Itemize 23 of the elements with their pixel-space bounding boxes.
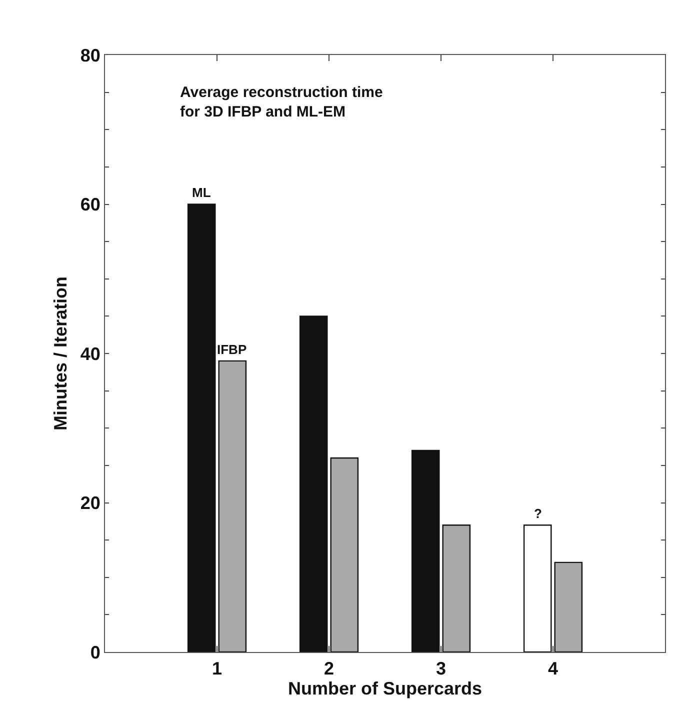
bar (554, 562, 583, 652)
x-tick-label: 1 (212, 658, 222, 679)
bar (330, 457, 359, 652)
y-tick-label: 0 (90, 642, 100, 662)
bar (187, 204, 216, 652)
annotation: ? (534, 506, 542, 521)
series-label: IFBP (217, 342, 247, 357)
x-tick-label: 3 (436, 658, 446, 679)
bar (523, 524, 552, 652)
bar (218, 360, 247, 652)
bar (442, 524, 471, 652)
y-tick-label: 40 (80, 344, 100, 364)
y-axis-title: Minutes / Iteration (50, 276, 71, 431)
bar (299, 316, 328, 652)
x-axis-title: Number of Supercards (288, 678, 482, 699)
x-tick-label: 2 (324, 658, 334, 679)
y-tick-label: 80 (80, 45, 100, 66)
x-tick-label: 4 (548, 658, 558, 679)
text: Average reconstruction time for 3D IFBP and ML-EM (180, 84, 383, 120)
y-tick-label: 20 (80, 493, 100, 514)
bar (411, 450, 440, 652)
y-tick-label: 60 (80, 194, 100, 215)
series-label: ML (192, 185, 211, 200)
